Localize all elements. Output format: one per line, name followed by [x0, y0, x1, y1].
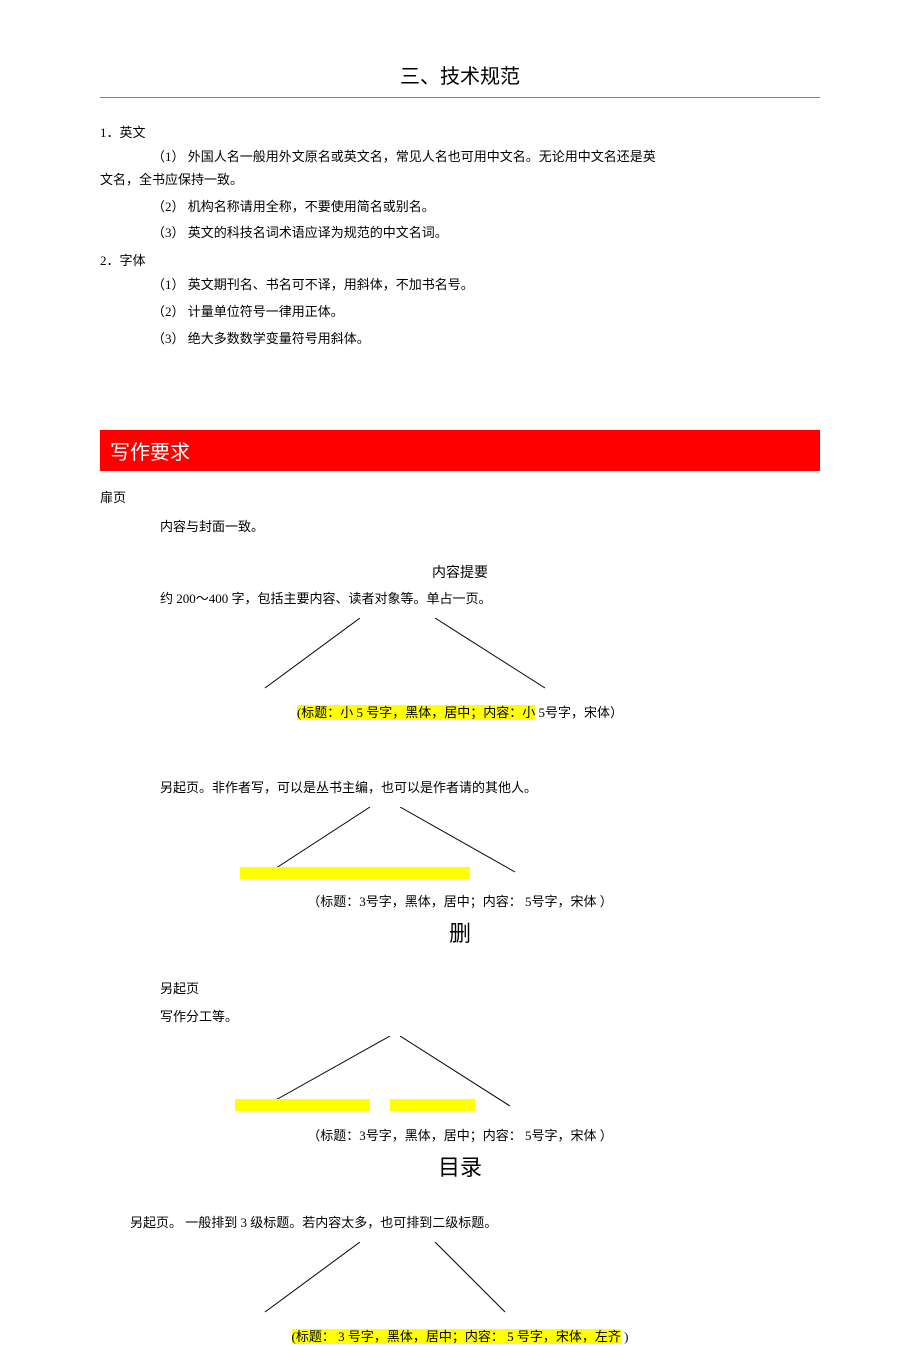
section-1-item-1: （1） 外国人名一般用外文原名或英文名，常见人名也可用中文名。无论用中文名还是英	[152, 147, 820, 168]
foreword-line1: 另起页	[160, 978, 820, 1000]
abstract-title: 内容提要	[100, 562, 820, 582]
foreword-diagram	[100, 1036, 820, 1121]
toc-format-tail: )	[621, 1329, 629, 1344]
preface-desc: 另起页。非作者写，可以是丛书主编，也可以是作者请的其他人。	[160, 777, 820, 799]
toc-format: (标题： 3 号字，黑体，居中；内容： 5 号字，宋体，左齐 )	[100, 1326, 820, 1345]
section-2-item-1: （1） 英文期刊名、书名可不译，用斜体，不加书名号。	[152, 275, 820, 296]
abstract-format-tail: 5号字，宋体）	[535, 705, 623, 720]
toc-diagram	[100, 1242, 820, 1322]
toc-format-hl1: (标题： 3 号字，黑体，居中；内容：	[292, 1329, 504, 1344]
abstract-desc-prefix: 约	[160, 591, 176, 606]
flyleaf-label: 扉页	[100, 487, 820, 506]
abstract-desc-suffix: 字，包括主要内容、读者对象等。单占一页。	[228, 591, 491, 606]
section-2-heading: 2．字体	[100, 250, 820, 269]
abstract-diagram	[100, 618, 820, 698]
toc-format-hl2: 5 号字，宋体，左齐	[504, 1329, 621, 1344]
toc-desc-mid: 3 级标题。若内容太多，也可排到二级标题。	[241, 1215, 498, 1230]
abstract-format: (标题：小 5 号字，黑体，居中；内容：小 5号字，宋体）	[100, 702, 820, 721]
preface-format: （标题：3号字，黑体，居中；内容： 5号字，宋体 ）	[100, 891, 820, 910]
abstract-desc-range: 200～400	[176, 591, 228, 606]
yellow-bar-2b	[390, 1099, 475, 1111]
section-2-item-3: （3） 绝大多数数学变量符号用斜体。	[152, 329, 820, 350]
section-1-item-1-cont: 文名，全书应保持一致。	[100, 170, 820, 191]
preface-diagram	[100, 807, 820, 887]
section-2-item-2: （2） 计量单位符号一律用正体。	[152, 302, 820, 323]
yellow-bar-1	[240, 867, 470, 879]
abstract-format-hl: (标题：小 5 号字，黑体，居中；内容：小	[297, 705, 535, 720]
flyleaf-desc: 内容与封面一致。	[160, 516, 820, 538]
section-1-item-3: （3） 英文的科技名词术语应译为规范的中文名词。	[152, 223, 820, 244]
preface-char: 删	[100, 916, 820, 948]
yellow-bar-2a	[235, 1099, 370, 1111]
page-title: 三、技术规范	[100, 60, 820, 98]
section-1-heading: 1．英文	[100, 122, 820, 141]
toc-desc-prefix: 另起页。 一般排到	[130, 1215, 241, 1230]
abstract-desc: 约 200～400 字，包括主要内容、读者对象等。单占一页。	[160, 588, 820, 610]
section-1-item-2: （2） 机构名称请用全称，不要使用简名或别名。	[152, 197, 820, 218]
foreword-line2: 写作分工等。	[160, 1006, 820, 1028]
toc-desc: 另起页。 一般排到 3 级标题。若内容太多，也可排到二级标题。	[130, 1212, 820, 1234]
writing-requirements-banner: 写作要求	[100, 430, 820, 471]
toc-title: 目录	[100, 1150, 820, 1182]
foreword-format: （标题：3号字，黑体，居中；内容： 5号字，宋体 ）	[100, 1125, 820, 1144]
